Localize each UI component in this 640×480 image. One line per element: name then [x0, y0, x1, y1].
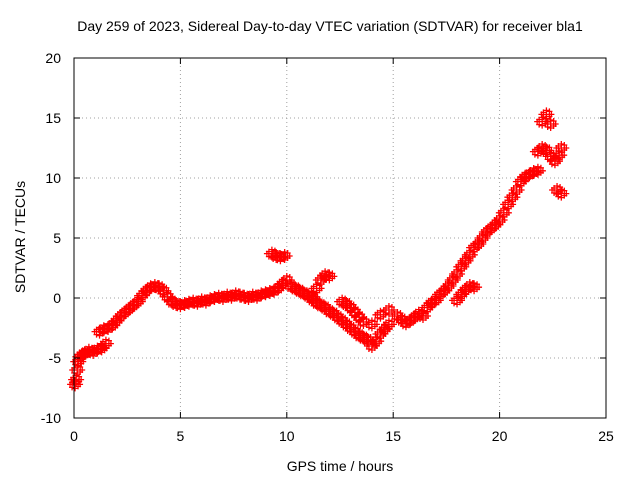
- data-point: [474, 231, 491, 245]
- x-tick-label: 15: [385, 428, 401, 444]
- x-tick-label: 20: [492, 428, 508, 444]
- x-tick-label: 10: [279, 428, 295, 444]
- y-tick-label: 10: [45, 170, 61, 186]
- data-point: [466, 280, 483, 295]
- y-tick-label: 5: [53, 230, 61, 246]
- data-point: [321, 269, 338, 284]
- y-tick-label: -10: [41, 410, 61, 426]
- data-point: [508, 183, 525, 197]
- x-axis-label: GPS time / hours: [286, 458, 394, 474]
- x-tick-label: 25: [598, 428, 614, 444]
- data-point: [68, 372, 85, 387]
- data-point: [538, 107, 555, 122]
- chart-title: Day 259 of 2023, Sidereal Day-to-day VTE…: [77, 18, 583, 34]
- data-point: [529, 163, 546, 178]
- data-point: [461, 279, 478, 293]
- data-point: [276, 249, 293, 263]
- data-point: [97, 336, 114, 351]
- x-tick-label: 5: [177, 428, 185, 444]
- data-point: [440, 279, 457, 293]
- data-point: [500, 197, 517, 212]
- data-point: [380, 317, 397, 332]
- data-point: [363, 317, 380, 332]
- data-point: [346, 305, 363, 320]
- grid-lines: [74, 58, 606, 418]
- data-point: [414, 309, 431, 323]
- y-tick-label: 20: [45, 50, 61, 66]
- data-series-bla1: [67, 107, 570, 392]
- data-point: [553, 141, 570, 155]
- y-axis-label: SDTVAR / TECUs: [12, 180, 28, 294]
- data-point: [457, 253, 474, 268]
- y-tick-label: 15: [45, 110, 61, 126]
- data-point: [542, 117, 559, 131]
- data-point: [495, 205, 512, 220]
- y-tick-label: -5: [49, 350, 62, 366]
- y-axis-ticks: -10 -5 0 5 10 15 20: [41, 50, 606, 426]
- data-point: [553, 186, 570, 201]
- x-tick-label: 0: [70, 428, 78, 444]
- data-point: [449, 293, 466, 308]
- y-tick-label: 0: [53, 290, 61, 306]
- data-point: [512, 174, 529, 189]
- data-point: [380, 303, 397, 317]
- data-point: [453, 259, 470, 274]
- data-point: [461, 247, 478, 262]
- data-point: [427, 293, 444, 308]
- data-point: [551, 148, 568, 163]
- x-axis-ticks: 0 5 10 15 20 25: [70, 58, 614, 444]
